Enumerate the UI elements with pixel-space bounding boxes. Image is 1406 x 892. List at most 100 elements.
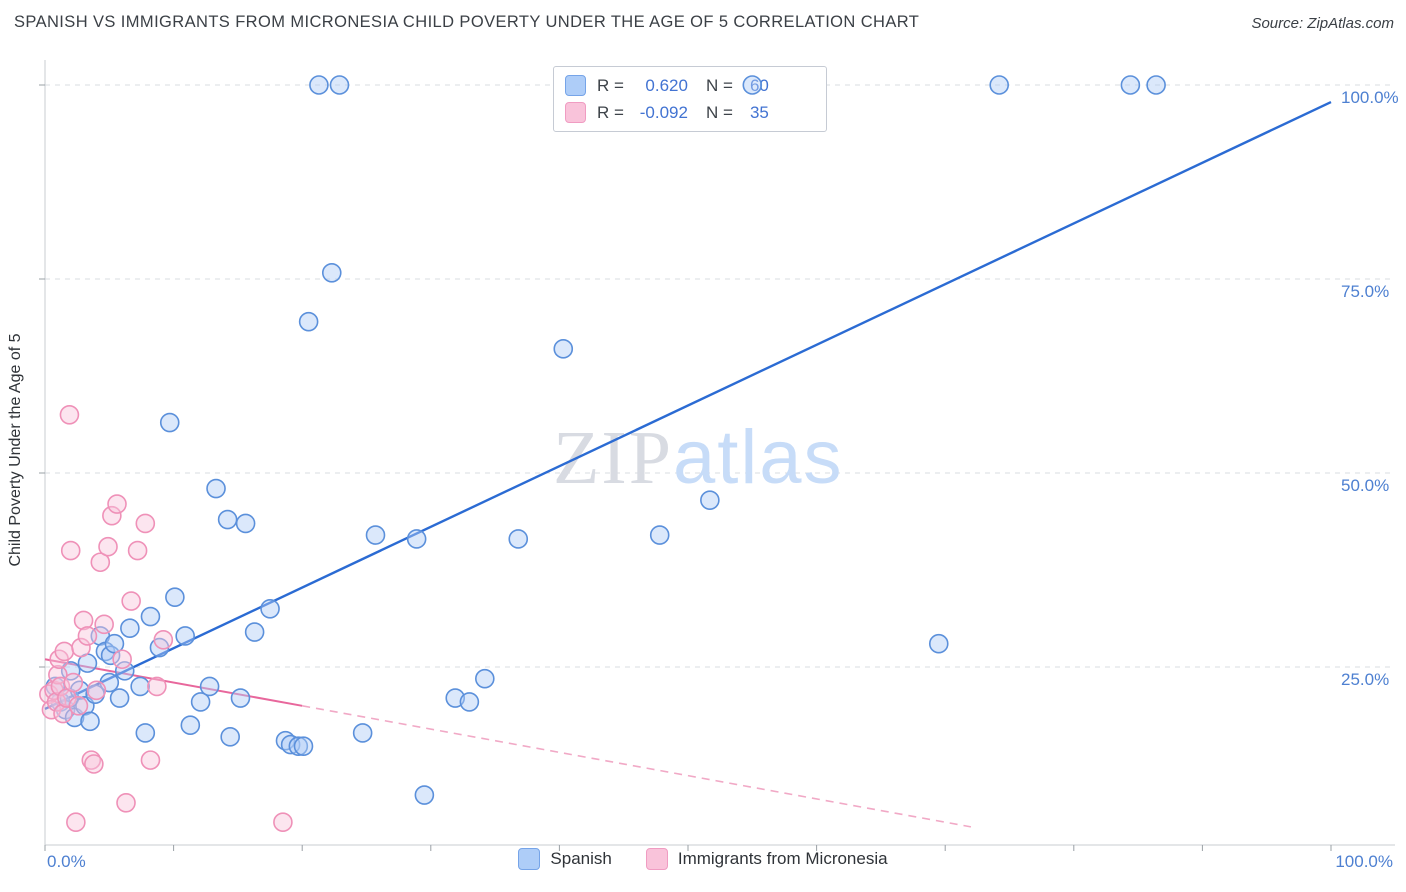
spanish-swatch-icon	[565, 75, 586, 96]
micronesia-legend-swatch-icon	[645, 848, 668, 870]
scatter-point-spanish	[104, 633, 125, 654]
scatter-point-spanish	[114, 661, 135, 681]
trend-line-spanish	[44, 100, 1332, 710]
scatter-point-spanish	[1120, 75, 1141, 95]
r-label: R =	[597, 75, 624, 95]
scatter-point-micronesia	[63, 672, 84, 693]
scatter-point-spanish	[140, 606, 161, 627]
scatter-point-spanish	[135, 723, 156, 743]
scatter-point-spanish	[159, 412, 180, 433]
chart-title: SPANISH VS IMMIGRANTS FROM MICRONESIA CH…	[14, 13, 920, 31]
y-tick-75: 75.0%	[1341, 282, 1390, 301]
scatter-point-micronesia	[77, 626, 98, 646]
scatter-point-spanish	[260, 598, 280, 619]
scatter-point-spanish	[165, 587, 185, 607]
correlation-row-micronesia: R = -0.092 N = 35	[565, 102, 815, 123]
scatter-point-spanish	[329, 75, 350, 95]
scatter-point-micronesia	[73, 610, 94, 631]
scatter-point-micronesia	[140, 750, 161, 770]
scatter-point-spanish	[352, 723, 373, 743]
scatter-point-micronesia	[46, 692, 67, 712]
scatter-point-spanish	[298, 311, 319, 332]
scatter-point-spanish	[244, 622, 265, 642]
source-attribution: Source: ZipAtlas.com	[1251, 15, 1394, 32]
scatter-point-micronesia	[84, 754, 104, 774]
scatter-point-micronesia	[53, 703, 73, 724]
scatter-point-micronesia	[116, 792, 136, 813]
correlation-legend-box: R = 0.620 N = 60 R = -0.092 N = 35	[553, 66, 827, 132]
scatter-point-micronesia	[90, 552, 111, 573]
watermark-atlas-text: atlas	[673, 415, 844, 500]
scatter-point-micronesia	[71, 637, 91, 658]
scatter-point-spanish	[180, 715, 201, 736]
scatter-point-spanish	[459, 692, 480, 712]
series-legend: Spanish Immigrants from Micronesia	[0, 848, 1406, 870]
scatter-point-spanish	[175, 626, 195, 646]
scatter-point-spanish	[553, 339, 574, 359]
scatter-point-micronesia	[54, 641, 75, 662]
y-axis-title: Child Poverty Under the Age of 5	[7, 333, 24, 567]
scatter-point-micronesia	[153, 630, 174, 650]
trend-line-micronesia-dashed	[302, 705, 972, 828]
scatter-point-spanish	[235, 513, 256, 534]
scatter-point-micronesia	[86, 680, 107, 701]
micronesia-swatch-icon	[565, 102, 586, 123]
scatter-point-micronesia	[59, 404, 80, 425]
r-value-spanish: 0.620	[645, 75, 688, 95]
scatter-point-micronesia	[94, 614, 114, 635]
scatter-point-micronesia	[112, 649, 132, 670]
n-value-micronesia: 35	[749, 102, 769, 122]
y-tick-100: 100.0%	[1341, 88, 1399, 107]
scatter-point-spanish	[80, 711, 100, 732]
zipatlas-watermark: ZIPatlas	[553, 420, 844, 497]
legend-item-spanish: Spanish	[518, 848, 612, 870]
scatter-point-spanish	[293, 736, 314, 756]
scatter-point-spanish	[742, 75, 763, 95]
scatter-point-spanish	[414, 785, 435, 805]
legend-label-spanish: Spanish	[550, 849, 612, 868]
scatter-point-spanish	[406, 529, 427, 549]
scatter-point-micronesia	[98, 536, 118, 557]
scatter-point-micronesia	[66, 812, 86, 833]
scatter-point-spanish	[190, 692, 211, 712]
scatter-point-spanish	[109, 688, 130, 708]
scatter-point-spanish	[130, 676, 150, 697]
scatter-point-spanish	[475, 668, 495, 689]
x-tick-100: 100.0%	[1335, 852, 1393, 871]
scatter-point-micronesia	[147, 676, 167, 697]
scatter-point-spanish	[365, 525, 386, 545]
scatter-point-spanish	[199, 676, 220, 697]
correlation-row-spanish: R = 0.620 N = 60	[565, 75, 815, 96]
x-tick-0: 0.0%	[47, 852, 86, 871]
scatter-point-micronesia	[60, 540, 81, 561]
scatter-point-micronesia	[273, 812, 293, 833]
scatter-point-spanish	[100, 645, 121, 666]
y-tick-25: 25.0%	[1341, 670, 1390, 689]
n-label: N =	[705, 75, 733, 95]
scatter-point-spanish	[288, 736, 309, 756]
scatter-point-spanish	[230, 688, 251, 708]
scatter-point-spanish	[309, 75, 329, 95]
legend-item-micronesia: Immigrants from Micronesia	[645, 848, 888, 870]
watermark-zip-text: ZIP	[553, 416, 673, 500]
scatter-point-micronesia	[102, 505, 122, 526]
scatter-point-spanish	[120, 618, 140, 639]
scatter-point-spanish	[649, 525, 670, 545]
scatter-point-spanish	[1146, 75, 1166, 95]
scatter-point-micronesia	[107, 494, 127, 514]
scatter-point-spanish	[321, 262, 342, 283]
scatter-point-spanish	[206, 478, 226, 499]
scatter-point-micronesia	[135, 513, 156, 534]
scatter-point-spanish	[217, 509, 238, 530]
legend-label-micronesia: Immigrants from Micronesia	[677, 849, 888, 868]
scatter-point-spanish	[700, 490, 720, 510]
scatter-point-micronesia	[48, 664, 68, 685]
spanish-legend-swatch-icon	[518, 848, 541, 870]
y-tick-50: 50.0%	[1341, 476, 1390, 495]
n-label: N =	[705, 102, 733, 122]
r-label: R =	[597, 102, 624, 122]
scatter-point-spanish	[928, 633, 949, 654]
scatter-point-micronesia	[121, 591, 141, 611]
